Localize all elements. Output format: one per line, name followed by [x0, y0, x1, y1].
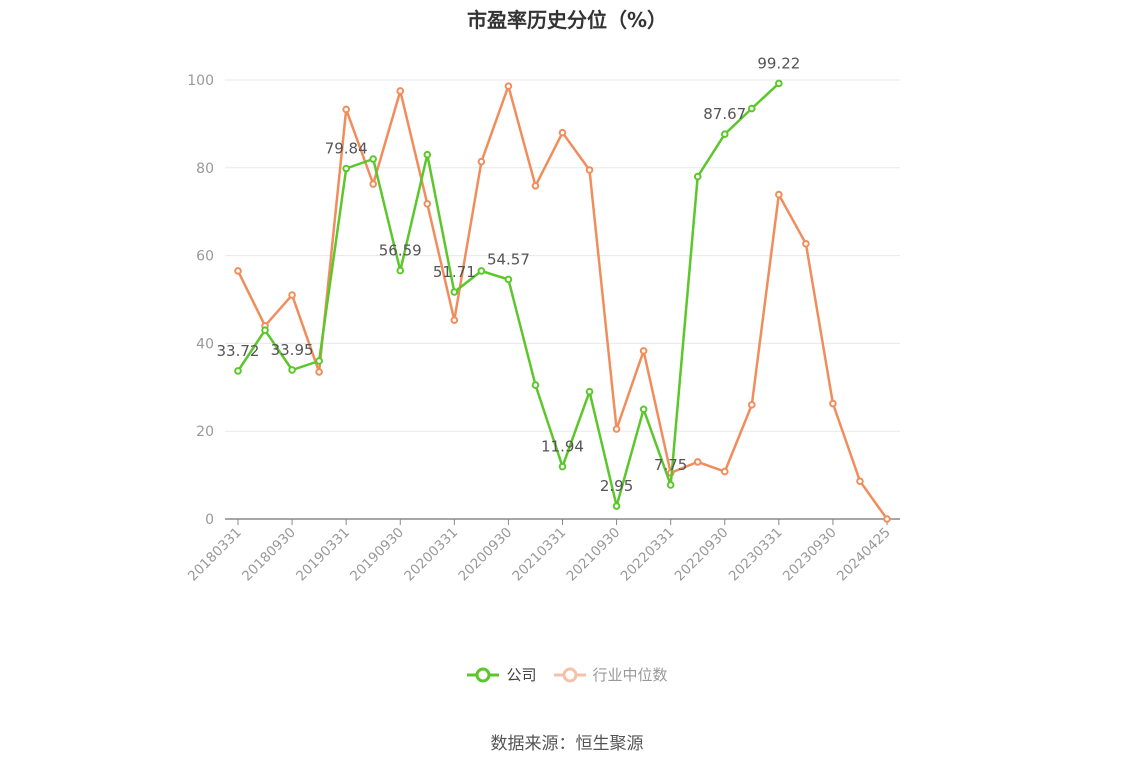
point-s0-13: [585, 387, 594, 396]
legend: 公司 行业中位数: [0, 664, 1134, 685]
point-s1-21: [802, 239, 810, 248]
data-label-8: 51.71: [433, 263, 476, 281]
x-tick-label-5: 20200930: [455, 525, 515, 585]
x-tick-label-6: 20210331: [509, 525, 569, 585]
point-s1-7: [423, 199, 432, 208]
point-s0-2: [288, 366, 296, 374]
point-s0-11: [531, 381, 540, 389]
point-s0-14: [612, 502, 621, 510]
point-s1-2: [288, 291, 296, 299]
data-label-10: 54.57: [487, 250, 530, 268]
data-label-4: 79.84: [325, 140, 368, 158]
point-s1-19: [747, 401, 756, 409]
point-s0-4: [342, 164, 350, 173]
legend-company-marker-icon: [467, 667, 500, 682]
point-s0-0: [234, 367, 242, 375]
data-label-20: 99.22: [757, 54, 800, 72]
data-label-0: 33.72: [217, 342, 260, 360]
point-s1-10: [504, 82, 513, 90]
point-s0-20: [775, 79, 783, 88]
legend-company-label: 公司: [506, 666, 537, 684]
point-s1-3: [315, 368, 323, 376]
point-s1-5: [369, 180, 378, 188]
point-s0-7: [423, 150, 432, 159]
x-tick-label-12: 20240425: [834, 525, 894, 585]
chart-title: 市盈率历史分位（%）: [466, 8, 668, 32]
point-s1-20: [775, 190, 783, 199]
x-tick-label-1: 20180930: [239, 525, 299, 585]
y-tick-label-0: 0: [205, 512, 214, 528]
data-label-6: 56.59: [379, 242, 422, 260]
data-label-18: 87.67: [703, 105, 746, 123]
x-tick-label-10: 20230331: [726, 525, 786, 585]
grid-layer: [225, 79, 900, 432]
x-tick-label-3: 20190930: [347, 525, 407, 585]
data-label-14: 2.95: [600, 477, 633, 495]
point-s1-0: [234, 267, 242, 275]
point-s0-10: [504, 275, 513, 284]
point-s1-23: [856, 477, 864, 486]
data-label-2: 33.95: [271, 341, 314, 359]
axis-layer: 0 20 40 60 80 100 2018033120180930201903312019…: [185, 73, 900, 584]
point-s1-18: [720, 467, 729, 476]
point-s1-9: [477, 157, 486, 166]
point-s0-6: [396, 266, 405, 275]
point-s0-9: [477, 267, 486, 275]
x-tick-label-7: 20210930: [564, 525, 624, 585]
point-s1-17: [693, 458, 702, 466]
series-layer: [234, 79, 891, 523]
point-s0-12: [558, 462, 567, 471]
legend-item-industry[interactable]: 行业中位数: [553, 664, 668, 685]
y-tick-label-100: 100: [187, 73, 214, 89]
point-s1-13: [585, 166, 594, 174]
x-tick-label-11: 20230930: [780, 525, 840, 585]
label-layer: 33.72 33.95 79.84 56.59 51.71 54.57 11.94 2.95 7…: [217, 54, 801, 495]
point-s1-24: [883, 515, 891, 523]
legend-industry-label: 行业中位数: [592, 666, 668, 684]
legend-industry-marker-icon: [553, 667, 586, 682]
series-line-0: [236, 82, 780, 508]
point-s0-19: [747, 104, 756, 113]
point-s0-1: [261, 326, 269, 335]
source-note: 数据来源：恒生聚源: [490, 734, 644, 754]
x-tick-label-9: 20220930: [672, 525, 732, 585]
point-s1-22: [829, 399, 837, 408]
y-tick-label-80: 80: [196, 161, 214, 177]
point-s0-18: [720, 130, 729, 138]
point-s1-8: [450, 316, 459, 324]
point-s0-16: [666, 481, 675, 489]
x-tick-label-0: 20180331: [185, 525, 245, 585]
y-tick-label-20: 20: [196, 424, 214, 440]
point-s1-14: [612, 425, 621, 433]
point-s1-4: [342, 105, 350, 114]
point-s1-12: [558, 128, 567, 137]
legend-item-company[interactable]: 公司: [466, 664, 537, 685]
data-label-12: 11.94: [541, 438, 584, 456]
x-tick-label-8: 20220331: [618, 525, 678, 585]
point-s0-17: [693, 172, 702, 181]
point-s1-6: [396, 87, 405, 95]
point-s0-8: [450, 288, 459, 296]
point-s1-15: [639, 347, 648, 355]
point-s1-11: [531, 181, 540, 190]
x-tick-label-4: 20200331: [401, 525, 461, 585]
y-tick-label-40: 40: [196, 336, 214, 352]
data-label-16: 7.75: [654, 456, 687, 474]
point-s0-5: [369, 155, 378, 163]
x-tick-label-2: 20190331: [293, 525, 353, 585]
y-tick-label-60: 60: [196, 249, 214, 265]
point-s0-3: [315, 357, 323, 365]
point-s0-15: [639, 405, 648, 414]
